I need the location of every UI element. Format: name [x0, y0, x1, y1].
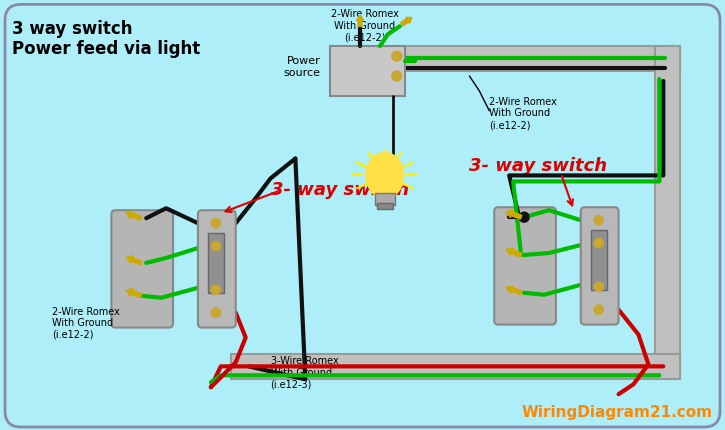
FancyArrow shape: [506, 286, 522, 295]
Circle shape: [211, 242, 221, 252]
Text: 2-Wire Romex
With Ground
(i.e12-2): 2-Wire Romex With Ground (i.e12-2): [331, 9, 399, 42]
Bar: [208, 233, 224, 293]
FancyBboxPatch shape: [112, 211, 173, 328]
Text: 3-Wire Romex
With Ground
(i.e12-3): 3-Wire Romex With Ground (i.e12-3): [270, 356, 339, 389]
Circle shape: [211, 308, 221, 318]
FancyArrow shape: [126, 289, 142, 298]
Bar: [330, 47, 405, 97]
FancyBboxPatch shape: [198, 211, 236, 328]
Bar: [591, 230, 607, 290]
Circle shape: [594, 239, 604, 249]
FancyArrow shape: [126, 256, 142, 265]
Circle shape: [211, 285, 221, 295]
Text: 3 way switch: 3 way switch: [12, 20, 133, 38]
Circle shape: [594, 282, 604, 292]
Circle shape: [392, 52, 402, 62]
Circle shape: [519, 213, 529, 223]
FancyArrow shape: [506, 211, 522, 220]
FancyArrow shape: [401, 18, 412, 27]
Text: Power
source: Power source: [283, 56, 320, 78]
Circle shape: [594, 216, 604, 226]
Bar: [655, 47, 680, 379]
Bar: [377, 204, 393, 210]
Text: WiringDiagram21.com: WiringDiagram21.com: [522, 404, 713, 419]
Circle shape: [594, 305, 604, 315]
FancyBboxPatch shape: [5, 5, 720, 427]
Ellipse shape: [366, 153, 404, 199]
FancyBboxPatch shape: [494, 208, 556, 325]
Circle shape: [392, 72, 402, 82]
Bar: [385, 47, 680, 72]
FancyArrow shape: [126, 212, 142, 221]
FancyArrow shape: [357, 16, 363, 27]
Text: 2-Wire Romex
With Ground
(i.e12-2): 2-Wire Romex With Ground (i.e12-2): [51, 306, 120, 339]
FancyBboxPatch shape: [581, 208, 618, 325]
Text: 2-Wire Romex
With Ground
(i.e12-2): 2-Wire Romex With Ground (i.e12-2): [489, 97, 558, 130]
Circle shape: [211, 219, 221, 229]
Text: 3- way switch: 3- way switch: [270, 181, 409, 199]
Text: 3- way switch: 3- way switch: [469, 156, 608, 174]
Text: Power feed via light: Power feed via light: [12, 40, 200, 58]
Bar: [231, 355, 680, 379]
Bar: [375, 194, 395, 206]
FancyArrow shape: [506, 248, 522, 257]
